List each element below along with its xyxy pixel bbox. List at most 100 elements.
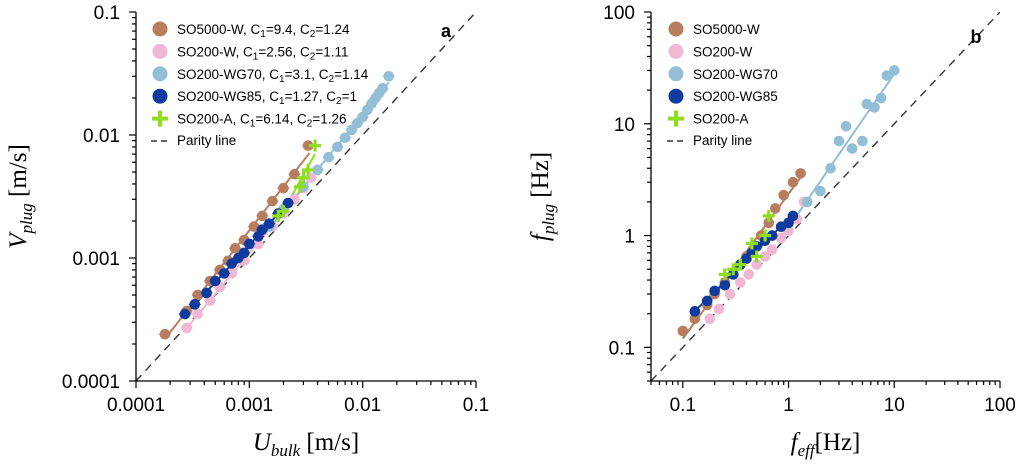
legend-item-so200-wg70: SO200-WG70 — [668, 66, 778, 82]
data-point — [189, 299, 201, 310]
legend-label: SO200-WG85, C1=1.27, C2=1 — [177, 89, 357, 107]
data-point — [256, 210, 268, 222]
data-point — [181, 322, 192, 334]
data-point — [815, 185, 826, 197]
data-point — [766, 244, 778, 255]
data-point — [762, 209, 775, 222]
x-axis-label: feff[Hz] — [791, 429, 861, 460]
plot-area — [651, 12, 1000, 381]
data-point — [332, 141, 343, 153]
legend-label: SO5000-W, C1=9.4, C2=1.24 — [177, 22, 350, 40]
legend-label: SO200-WG85 — [693, 89, 778, 104]
plot-area — [136, 12, 476, 381]
data-point — [209, 275, 221, 287]
panel-a: 0.0001 0.001 0.01 0.1 0.0001 0.001 0.01 0.1 Ubul… — [5, 3, 489, 460]
data-point — [881, 70, 893, 81]
data-point — [383, 71, 395, 82]
data-point — [787, 176, 799, 188]
y-tick-label: 0.001 — [72, 249, 120, 270]
data-point — [309, 139, 322, 152]
legend-item-so200-wg70: SO200-WG70, C1=3.1, C2=1.14 — [152, 66, 369, 85]
data-point — [735, 277, 746, 288]
data-point — [801, 196, 813, 208]
y-tick-label: 1 — [624, 227, 635, 248]
data-point — [704, 313, 716, 325]
data-point — [713, 303, 725, 315]
legend-marker — [668, 66, 684, 82]
y-tick-label: 0.1 — [609, 338, 635, 359]
panel-label: a — [441, 21, 452, 41]
series-so200-wg85 — [689, 210, 799, 317]
data-point — [689, 306, 701, 317]
data-point — [267, 195, 278, 207]
data-point — [312, 164, 323, 176]
data-point — [229, 242, 241, 254]
data-point — [875, 92, 887, 104]
legend-label: SO200-W — [693, 44, 753, 59]
data-point — [718, 268, 731, 281]
data-point — [766, 230, 778, 241]
legend-item-so200-wg85: SO200-WG85 — [668, 88, 778, 104]
data-point — [778, 189, 790, 201]
legend: SO5000-W SO200-W SO200-WG70 SO200-WG85 SO200… — [667, 21, 778, 148]
legend-label: SO200-W, C1=2.56, C2=1.11 — [177, 44, 349, 62]
legend-item-parity: Parity line — [667, 133, 752, 148]
legend-marker — [152, 43, 168, 59]
x-tick-label: 0.1 — [670, 395, 696, 416]
x-tick-label: 0.01 — [344, 395, 381, 416]
legend-label: SO5000-W — [693, 22, 760, 37]
x-tick-label: 0.001 — [226, 395, 274, 416]
series-so200-wg85 — [178, 197, 295, 320]
data-point — [289, 168, 300, 180]
data-point — [192, 308, 203, 320]
data-point — [278, 182, 289, 194]
legend-label: SO200-WG70, C1=3.1, C2=1.14 — [177, 67, 369, 85]
legend-marker — [668, 21, 684, 37]
legend-marker — [152, 21, 168, 37]
data-point — [750, 250, 763, 263]
x-tick-label: 1 — [783, 395, 794, 416]
data-point — [846, 143, 858, 154]
legend-item-so5000-w: SO5000-W, C1=9.4, C2=1.24 — [152, 21, 350, 40]
data-point — [256, 224, 268, 235]
data-point — [759, 251, 771, 262]
legend-label: Parity line — [693, 133, 752, 148]
x-tick-label: 0.1 — [463, 395, 489, 416]
data-point — [302, 163, 315, 176]
legend-marker — [152, 66, 168, 82]
data-point — [323, 151, 334, 163]
y-axis-label: fplug [Hz] — [527, 152, 558, 241]
legend-item-so200-a: SO200-A, C1=6.14, C2=1.26 — [152, 110, 347, 130]
data-point — [727, 263, 740, 276]
data-point — [743, 269, 755, 280]
data-point — [302, 140, 314, 151]
legend-item-so200-w: SO200-W — [668, 43, 753, 59]
series-so200-a — [718, 209, 775, 281]
y-tick-label: 0.01 — [83, 126, 120, 147]
data-point — [833, 135, 845, 147]
data-point — [297, 171, 310, 184]
x-tick-label: 0.0001 — [107, 395, 165, 416]
legend-item-so200-wg85: SO200-WG85, C1=1.27, C2=1 — [152, 88, 357, 107]
data-point — [724, 288, 736, 300]
data-point — [226, 268, 238, 279]
data-point — [263, 218, 275, 230]
legend: SO5000-W, C1=9.4, C2=1.24 SO200-W, C1=2.5… — [151, 21, 369, 148]
legend-item-so5000-w: SO5000-W — [668, 21, 760, 37]
legend-item-so200-w: SO200-W, C1=2.56, C2=1.11 — [152, 43, 349, 62]
data-point — [339, 132, 351, 144]
data-point — [689, 313, 701, 325]
legend-marker — [152, 88, 168, 104]
panel-b: 0.1 1 10 100 0.1 1 10 100 feff[Hz] fplug [Hz] b SO5… — [527, 3, 1016, 460]
data-point — [179, 308, 191, 320]
data-point — [763, 217, 775, 229]
y-axis-label: Vplug [m/s] — [5, 144, 36, 249]
data-point — [701, 295, 713, 307]
legend-label: Parity line — [177, 133, 236, 148]
data-point — [840, 120, 852, 132]
x-axis-label: Ubulk [m/s] — [253, 429, 359, 460]
data-point — [770, 203, 781, 214]
panel-label: b — [971, 27, 982, 47]
data-point — [253, 238, 264, 250]
